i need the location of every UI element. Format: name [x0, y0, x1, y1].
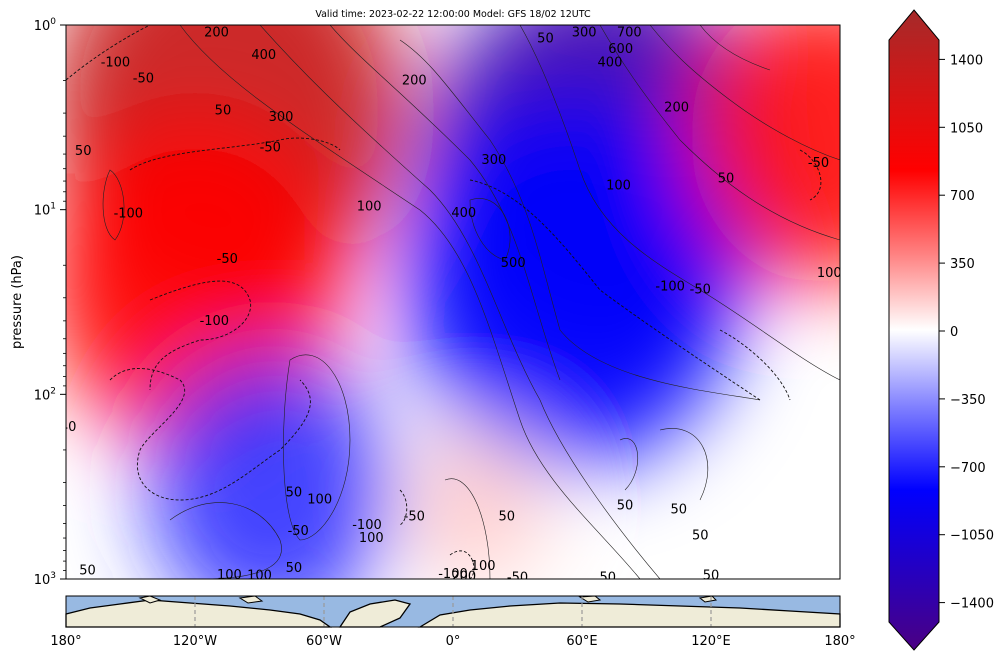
contour-label: 50 [703, 569, 720, 584]
colorbar-ticks: 1400 1050 700 350 0 −350 −700 −1050 −1400 [939, 53, 994, 612]
y-tick-label: 102 [34, 386, 56, 403]
y-tick-label: 101 [34, 202, 56, 219]
contour-label: 50 [718, 172, 735, 187]
contour-label: 50 [692, 528, 709, 543]
contour-label: 50 [286, 485, 303, 500]
contour-label: -50 [690, 282, 711, 297]
x-tick-label: 120°W [173, 634, 217, 649]
colorbar-tick-label: 1400 [950, 53, 983, 68]
contour-label: 50 [79, 564, 96, 579]
contour-label: 400 [598, 56, 623, 71]
contour-label: -100 [655, 279, 685, 294]
y-tick-label: 103 [34, 571, 56, 588]
colorbar-body [888, 9, 940, 651]
map-gridlines [194, 596, 712, 627]
contour-label: -50 [288, 524, 309, 539]
contour-label: 50 [617, 499, 634, 514]
contour-label: -100 [101, 56, 131, 71]
colorbar-tick-label: −350 [950, 393, 986, 408]
x-axis: 180° 120°W 60°W 0° 60°E 120°E 180° [50, 634, 855, 649]
x-tick-label: 180° [50, 634, 81, 649]
contour-label: 100 [606, 179, 631, 194]
contour-label: 50 [498, 510, 515, 525]
contour-label: 100 [817, 266, 842, 281]
x-tick-label: 60°E [566, 634, 597, 649]
contour-label: 500 [501, 256, 526, 271]
colorbar-tick-label: 1050 [950, 121, 983, 136]
arctic-islands [138, 595, 718, 604]
contour-label: -100 [114, 207, 144, 222]
contour-label: 50 [215, 103, 232, 118]
x-tick-label: 120°E [691, 634, 731, 649]
contour-label: -100 [438, 567, 468, 582]
contour-label: -50 [404, 510, 425, 525]
anomaly-blob [404, 98, 738, 469]
colorbar-tick-label: 350 [950, 257, 975, 272]
contour-label: -50 [260, 140, 281, 155]
y-axis: 100 101 102 103 [34, 17, 66, 588]
y-tick-label: 100 [34, 17, 57, 34]
contour-label: -50 [507, 570, 528, 585]
contour-label: 200 [204, 26, 229, 41]
contour-label: -50 [133, 72, 154, 87]
contour-label: 300 [269, 110, 294, 125]
x-tick-label: 0° [446, 634, 461, 649]
anomaly-blob [148, 355, 392, 579]
contour-lines [102, 25, 840, 579]
contour-label: 400 [251, 48, 276, 63]
x-tick-label: 180° [824, 634, 855, 649]
anomaly-blob [690, 25, 840, 284]
colorbar-tick-label: −700 [950, 461, 986, 476]
negative-contour-lines [66, 25, 822, 579]
colorbar-tick-label: 0 [950, 325, 958, 340]
contour-label: 50 [75, 144, 92, 159]
contour-label: -100 [200, 314, 230, 329]
land-greenland [338, 599, 412, 628]
contour-label: 200 [664, 101, 689, 116]
contour-label: 50 [600, 570, 617, 585]
contour-label: -100 [352, 518, 382, 533]
contour-label: 50 [670, 502, 687, 517]
anomaly-field [66, 25, 840, 579]
colorbar-tick-label: 700 [950, 189, 975, 204]
y-axis-label: pressure (hPa) [10, 255, 25, 349]
contour-label: -50 [808, 156, 829, 171]
contour-label: 300 [572, 26, 597, 41]
colorbar-tick-label: −1050 [950, 529, 994, 544]
contour-label: 300 [481, 153, 506, 168]
contour-label: 700 [617, 26, 642, 41]
contour-label: 50 [537, 31, 554, 46]
chart-title: Valid time: 2023-02-22 12:00:00 Model: G… [315, 9, 591, 20]
contour-label: 400 [451, 206, 476, 221]
colorbar-tick-label: −1400 [950, 597, 994, 612]
colorbar: 1400 1050 700 350 0 −350 −700 −1050 −1400 [888, 9, 994, 651]
contour-label: 100 [247, 569, 272, 584]
contour-label: 100 [359, 531, 384, 546]
contour-label: 100 [357, 199, 382, 214]
contour-label: 600 [608, 42, 633, 57]
contour-label: 200 [402, 74, 427, 89]
world-map-strip [65, 595, 841, 628]
contour-label: 50 [286, 561, 303, 576]
contour-label: 100 [307, 492, 332, 507]
contour-label: 100 [217, 568, 242, 583]
anomaly-blob [403, 426, 546, 579]
x-tick-label: 60°W [306, 634, 342, 649]
contour-label: 40 [60, 420, 77, 435]
contour-label: 100 [471, 559, 496, 574]
contour-label: -50 [217, 252, 238, 267]
contour-label: 200 [451, 570, 476, 585]
